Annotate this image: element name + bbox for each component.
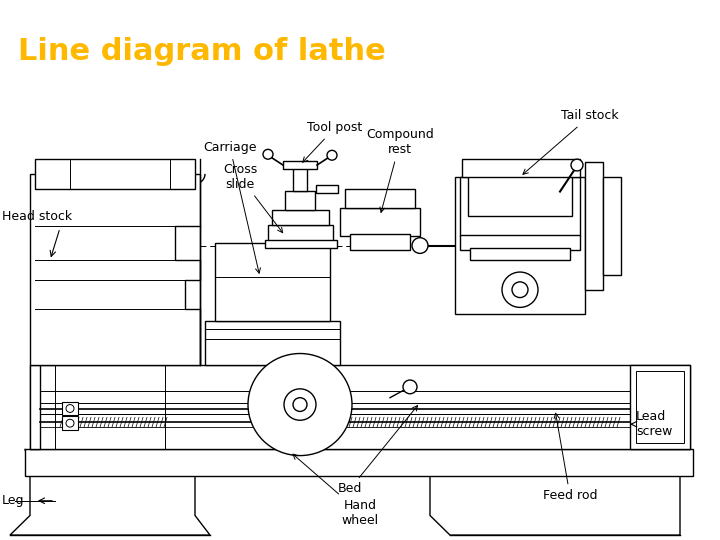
Bar xyxy=(350,234,410,251)
Circle shape xyxy=(512,282,528,298)
Bar xyxy=(636,371,684,443)
Bar xyxy=(460,235,580,251)
Circle shape xyxy=(66,419,74,427)
Text: Tool post: Tool post xyxy=(302,122,363,162)
Bar xyxy=(316,185,338,193)
Bar xyxy=(345,188,415,208)
Bar xyxy=(268,225,333,242)
Circle shape xyxy=(403,380,417,394)
Circle shape xyxy=(502,272,538,307)
Text: Hand
wheel: Hand wheel xyxy=(293,454,379,526)
Circle shape xyxy=(412,238,428,253)
Text: Tail stock: Tail stock xyxy=(523,110,618,174)
Bar xyxy=(630,365,690,449)
Bar xyxy=(30,174,200,365)
Bar xyxy=(585,162,603,290)
Bar xyxy=(468,175,572,216)
Text: Compound
rest: Compound rest xyxy=(366,129,434,212)
Bar xyxy=(35,159,195,188)
Text: Carriage: Carriage xyxy=(203,141,261,273)
Bar xyxy=(455,177,585,314)
Bar xyxy=(215,242,330,321)
Circle shape xyxy=(571,159,583,171)
Bar xyxy=(205,321,340,365)
Circle shape xyxy=(293,397,307,411)
Circle shape xyxy=(263,150,273,159)
Bar xyxy=(283,161,317,169)
Bar xyxy=(62,402,78,415)
Text: Cross
slide: Cross slide xyxy=(223,163,283,233)
Bar xyxy=(30,365,690,449)
Text: Feed rod: Feed rod xyxy=(543,413,598,502)
Bar xyxy=(265,240,337,247)
Bar xyxy=(462,159,580,177)
Text: Head stock: Head stock xyxy=(2,210,72,222)
Bar xyxy=(470,248,570,260)
Circle shape xyxy=(66,404,74,413)
Polygon shape xyxy=(10,476,210,535)
Bar xyxy=(460,177,580,236)
Circle shape xyxy=(284,389,316,420)
Bar xyxy=(30,365,40,449)
Bar xyxy=(272,210,329,225)
Bar xyxy=(285,191,315,210)
Bar xyxy=(603,177,621,275)
Circle shape xyxy=(327,150,337,160)
Text: Bed: Bed xyxy=(338,406,418,496)
Bar xyxy=(293,166,307,191)
Text: Leg: Leg xyxy=(2,494,24,507)
Circle shape xyxy=(248,354,352,456)
Text: Line diagram of lathe: Line diagram of lathe xyxy=(18,37,386,66)
Polygon shape xyxy=(430,476,680,535)
Bar xyxy=(340,208,420,236)
Bar xyxy=(62,416,78,430)
Bar xyxy=(25,449,693,476)
Text: Lead
screw: Lead screw xyxy=(636,410,672,438)
